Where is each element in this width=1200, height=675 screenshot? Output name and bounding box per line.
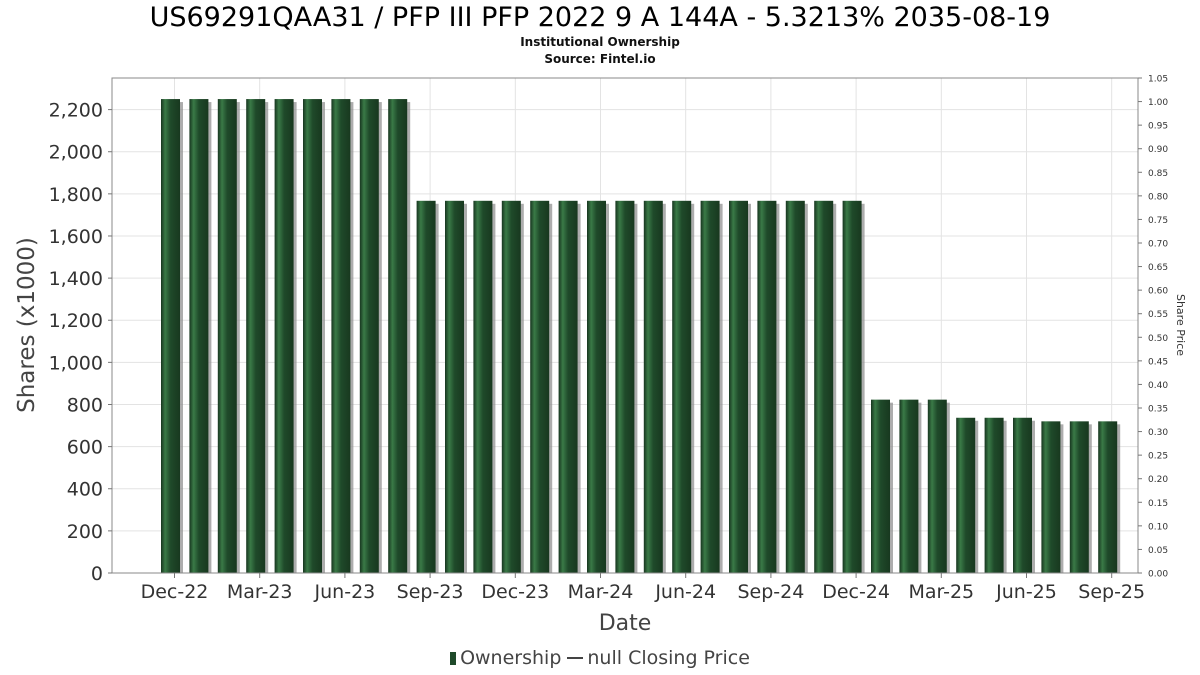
ownership-bar bbox=[643, 200, 663, 573]
chart-title: US69291QAA31 / PFP III PFP 2022 9 A 144A… bbox=[149, 2, 1051, 33]
y2-tick-label: 0.40 bbox=[1148, 381, 1168, 391]
y-tick-label: 600 bbox=[67, 437, 103, 459]
ownership-bar bbox=[587, 200, 606, 573]
x-tick-label: Jun-23 bbox=[314, 581, 376, 603]
x-tick-label: Dec-23 bbox=[481, 581, 549, 603]
ownership-chart: 0 200 400 600 800 1,000 1,200 1,400 1,600 1,800 2,… bbox=[14, 75, 1187, 637]
ownership-bar bbox=[956, 417, 976, 573]
y2-tick-label: 0.50 bbox=[1148, 334, 1168, 344]
ownership-bar bbox=[303, 99, 322, 573]
ownership-bar bbox=[274, 99, 294, 573]
ownership-bar bbox=[445, 200, 464, 573]
y2-axis-label: Share Price bbox=[1174, 294, 1187, 356]
y2-tick-label: 1.05 bbox=[1148, 75, 1168, 85]
y-tick-label: 400 bbox=[67, 479, 103, 501]
y-tick-label: 2,000 bbox=[49, 142, 103, 164]
ownership-bar bbox=[615, 200, 635, 573]
ownership-bar bbox=[530, 200, 550, 573]
ownership-bar bbox=[388, 99, 408, 573]
y-tick-label: 200 bbox=[67, 521, 103, 543]
x-tick-label: Sep-23 bbox=[397, 581, 464, 603]
ownership-bar bbox=[672, 200, 692, 573]
y2-tick-label: 0.65 bbox=[1148, 263, 1168, 273]
y2-tick-label: 0.70 bbox=[1148, 240, 1168, 250]
ownership-bar bbox=[899, 399, 919, 573]
y-tick-label: 2,200 bbox=[49, 100, 103, 122]
y2-tick-label: 0.55 bbox=[1148, 310, 1168, 320]
ownership-bar bbox=[416, 200, 436, 573]
ownership-bar bbox=[161, 99, 180, 573]
ownership-bar bbox=[1069, 421, 1089, 573]
ownership-bar bbox=[700, 200, 720, 573]
y2-tick-label: 1.00 bbox=[1148, 98, 1168, 108]
x-tick-label: Mar-24 bbox=[568, 581, 634, 603]
x-tick-label: Sep-25 bbox=[1078, 581, 1145, 603]
ownership-legend-swatch bbox=[450, 652, 457, 665]
plot-frame bbox=[111, 77, 1139, 574]
y2-tick-label: 0.95 bbox=[1148, 122, 1168, 132]
ownership-bar bbox=[785, 200, 805, 573]
x-axis-label: Date bbox=[599, 611, 652, 636]
y2-tick-label: 0.15 bbox=[1148, 499, 1168, 509]
x-tick-label: Jun-25 bbox=[995, 581, 1057, 603]
x-tick-label: Jun-24 bbox=[654, 581, 716, 603]
y2-tick-label: 0.00 bbox=[1148, 570, 1168, 580]
y2-tick-label: 0.30 bbox=[1148, 428, 1168, 438]
y2-tick-label: 0.35 bbox=[1148, 405, 1168, 415]
y2-tick-label: 0.85 bbox=[1148, 169, 1168, 179]
x-tick-label: Dec-22 bbox=[141, 581, 209, 603]
ownership-bar bbox=[871, 399, 890, 573]
ownership-bar bbox=[217, 99, 237, 573]
ownership-bar bbox=[359, 99, 379, 573]
x-tick-label: Mar-25 bbox=[908, 581, 974, 603]
x-tick-label: Dec-24 bbox=[822, 581, 890, 603]
ownership-bar bbox=[501, 200, 521, 573]
ownership-bar bbox=[1013, 417, 1032, 573]
y-tick-label: 1,200 bbox=[49, 310, 103, 332]
y2-tick-label: 0.05 bbox=[1148, 546, 1168, 556]
y2-tick-label: 0.90 bbox=[1148, 145, 1168, 155]
ownership-bar bbox=[473, 200, 493, 573]
ownership-bar bbox=[558, 200, 578, 573]
chart-legend: Ownership null Closing Price bbox=[0, 647, 1200, 669]
ownership-bar bbox=[842, 200, 862, 573]
ownership-legend-label: Ownership bbox=[460, 647, 562, 669]
ownership-bar bbox=[927, 399, 947, 573]
y-tick-label: 1,600 bbox=[49, 226, 103, 248]
y2-tick-label: 0.60 bbox=[1148, 287, 1168, 297]
price-legend-line bbox=[567, 657, 584, 659]
y-tick-label: 0 bbox=[91, 563, 103, 585]
price-legend-label: null Closing Price bbox=[587, 647, 750, 669]
ownership-bar bbox=[1041, 421, 1061, 573]
ownership-bar bbox=[246, 99, 266, 573]
y2-tick-label: 0.45 bbox=[1148, 357, 1168, 367]
y2-tick-label: 0.10 bbox=[1148, 522, 1168, 532]
y-tick-label: 1,800 bbox=[49, 184, 103, 206]
y2-tick-label: 0.75 bbox=[1148, 216, 1168, 226]
y2-tick-label: 0.80 bbox=[1148, 192, 1168, 202]
y2-tick-label: 0.20 bbox=[1148, 475, 1168, 485]
chart-subtitle: Institutional Ownership bbox=[520, 35, 680, 49]
ownership-bar bbox=[814, 200, 834, 573]
ownership-bar bbox=[331, 99, 351, 573]
y2-tick-label: 0.25 bbox=[1148, 452, 1168, 462]
ownership-bar bbox=[1098, 421, 1118, 573]
y-tick-label: 800 bbox=[67, 394, 103, 416]
y-tick-label: 1,400 bbox=[49, 268, 103, 290]
ownership-bar bbox=[984, 417, 1004, 573]
ownership-bar bbox=[189, 99, 209, 573]
y-tick-label: 1,000 bbox=[49, 352, 103, 374]
ownership-bar bbox=[757, 200, 777, 573]
ownership-bar bbox=[729, 200, 748, 573]
chart-source: Source: Fintel.io bbox=[544, 52, 656, 66]
x-tick-label: Mar-23 bbox=[227, 581, 293, 603]
x-tick-label: Sep-24 bbox=[737, 581, 804, 603]
y-axis-label: Shares (x1000) bbox=[14, 237, 40, 413]
